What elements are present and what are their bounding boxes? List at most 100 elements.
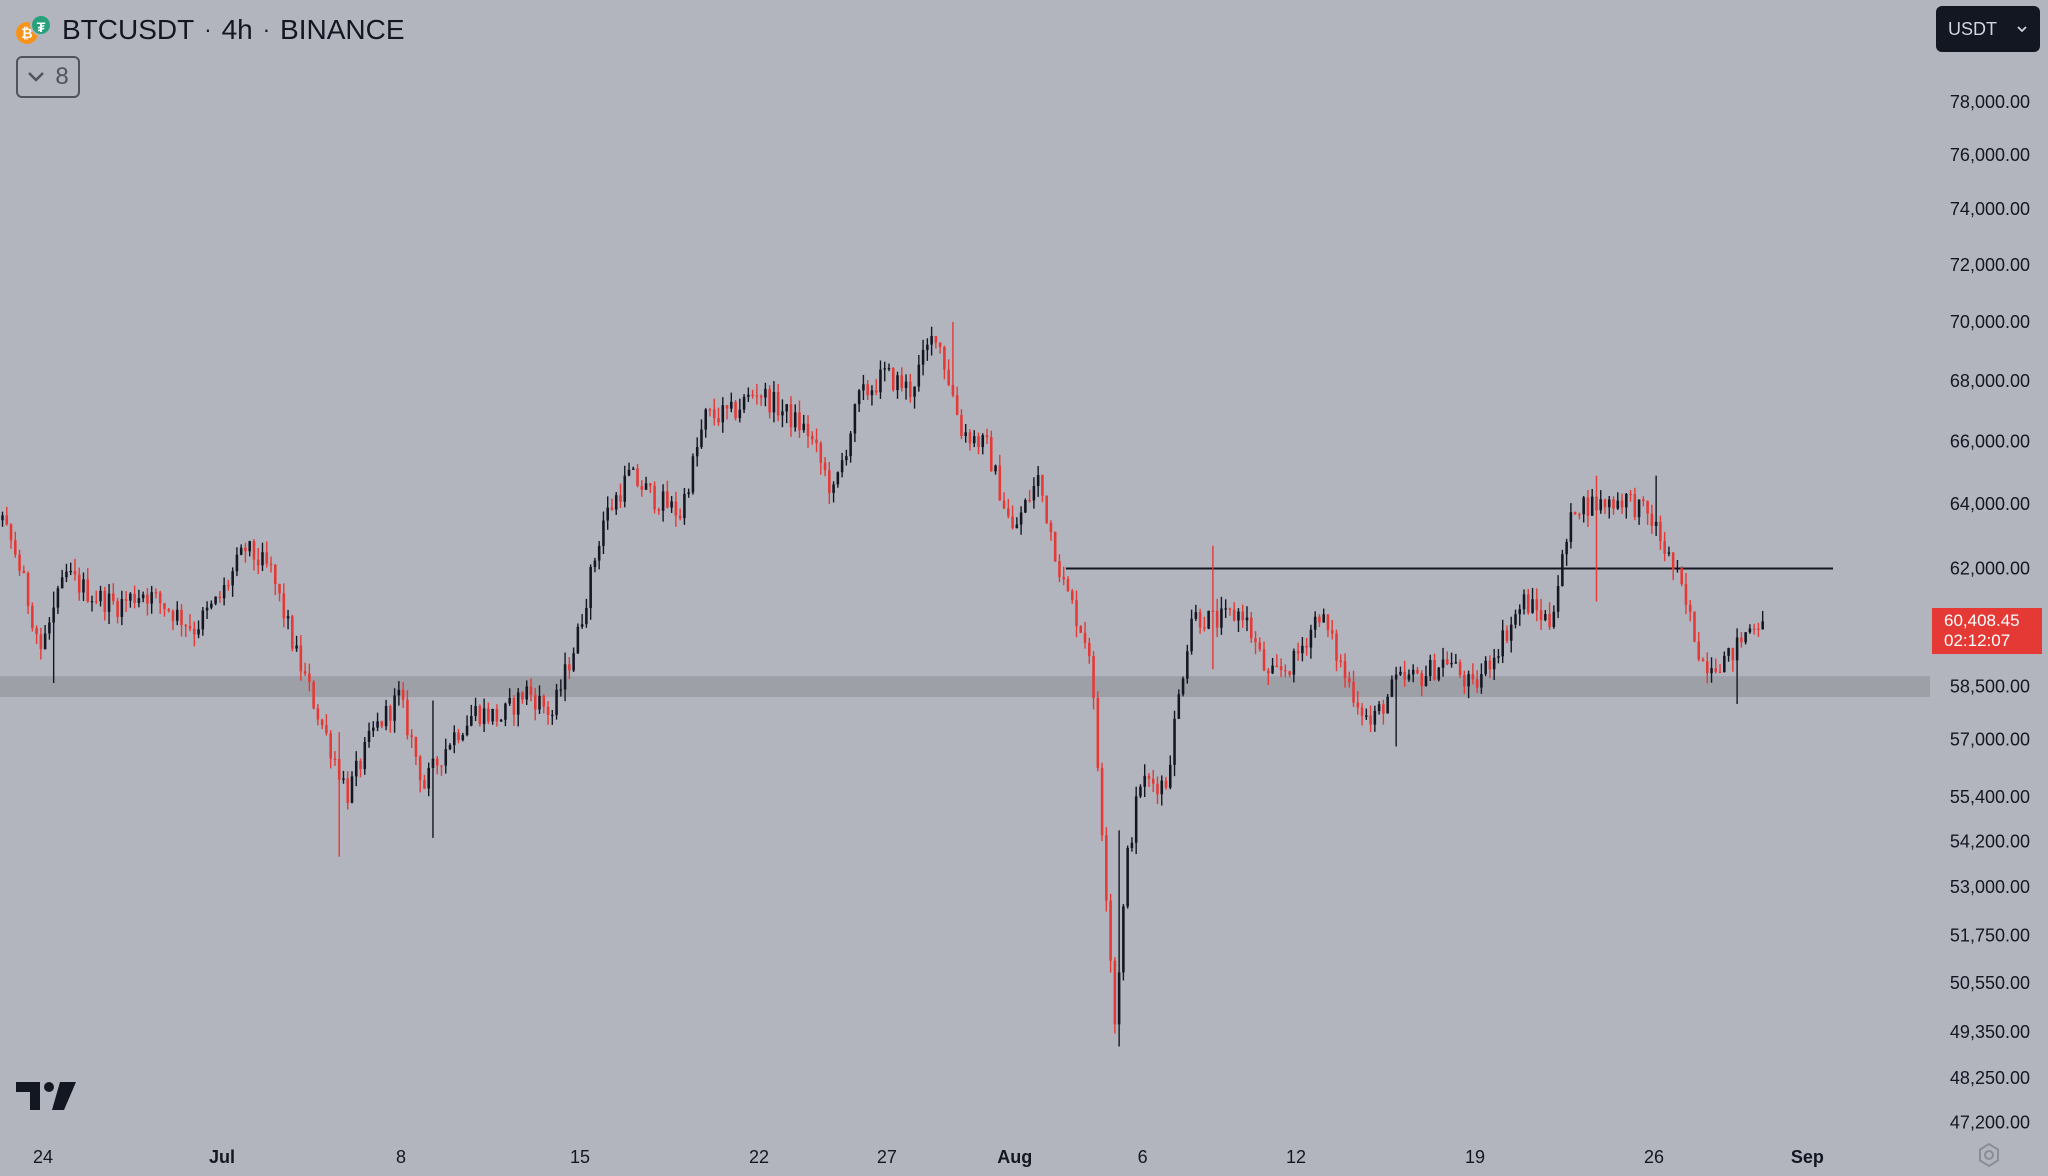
candle-body (137, 598, 141, 603)
candle-body (299, 645, 303, 672)
candle-body (1377, 704, 1381, 712)
settings-gear-icon[interactable] (1976, 1142, 2002, 1168)
candle-body (666, 491, 669, 508)
candle-body (423, 780, 426, 789)
candle-body (1595, 496, 1598, 511)
symbol-label[interactable]: BTCUSDT (62, 14, 195, 45)
candle-body (286, 616, 290, 619)
x-axis-tick-label: 8 (396, 1147, 406, 1167)
currency-selector[interactable]: USDT (1936, 6, 2040, 52)
candle-body (972, 436, 976, 444)
candle-body (482, 708, 486, 725)
symbol-header[interactable]: ₿ ₮ BTCUSDT · 4h · BINANCE (16, 10, 405, 50)
candle-body (320, 719, 324, 726)
candle-body (295, 645, 298, 649)
candle-body (1369, 715, 1372, 725)
candle-body (1548, 613, 1551, 628)
indicators-toggle-button[interactable]: 8 (16, 56, 80, 98)
candle-body (589, 567, 592, 609)
candle-body (614, 495, 618, 510)
candle-body (721, 405, 725, 423)
candle-body (1105, 835, 1108, 901)
candle-body (580, 624, 584, 627)
candle-body (457, 732, 460, 741)
candle-body (129, 593, 132, 601)
candle-body (116, 600, 119, 617)
candle-body (1053, 531, 1057, 562)
candle-body (372, 727, 375, 731)
candle-body (572, 653, 575, 671)
candle-body (1360, 707, 1364, 716)
candle-body (934, 335, 938, 343)
candle-body (1198, 612, 1202, 628)
candle-body (1343, 661, 1347, 679)
candle-body (904, 381, 908, 389)
candle-body (1552, 611, 1556, 628)
candle-body (43, 633, 47, 650)
candle-body (1147, 775, 1151, 779)
candle-body (410, 735, 413, 737)
candle-body (759, 395, 763, 398)
candle-body (1680, 568, 1683, 585)
candle-body (393, 695, 396, 721)
candle-body (845, 456, 848, 461)
candle-body (1620, 500, 1624, 508)
candle-body (201, 610, 205, 630)
tradingview-logo-icon[interactable] (16, 1080, 78, 1112)
candle-body (1288, 671, 1291, 675)
candle-body (533, 694, 537, 710)
candle-body (1365, 715, 1368, 717)
candle-body (516, 692, 520, 715)
candle-body (921, 350, 925, 365)
candle-body (197, 629, 200, 635)
candle-body (712, 409, 716, 419)
candle-body (857, 390, 861, 405)
candle-body (103, 590, 107, 612)
candle-body (495, 709, 499, 722)
candle-body (1437, 667, 1441, 680)
candle-body (674, 501, 678, 516)
y-axis-tick-label: 78,000.00 (1950, 92, 2030, 112)
candle-body (1322, 614, 1325, 623)
candle-body (244, 547, 247, 552)
candle-body (222, 585, 226, 599)
candle-body (623, 475, 627, 502)
candle-body (968, 432, 972, 444)
candle-body (1045, 495, 1048, 523)
candle-body (1220, 608, 1223, 628)
candle-body (342, 778, 345, 780)
candle-body (640, 485, 644, 490)
candle-body (836, 472, 840, 485)
interval-label[interactable]: 4h (221, 14, 253, 45)
candle-body (695, 447, 699, 457)
candle-body (77, 574, 81, 593)
candle-body (1416, 669, 1419, 674)
candle-body (418, 756, 422, 781)
candle-body (401, 689, 405, 700)
candle-body (470, 716, 473, 726)
candle-body (1024, 500, 1027, 513)
y-axis-tick-label: 68,000.00 (1950, 371, 2030, 391)
candle-body (755, 395, 759, 397)
candle-body (465, 725, 469, 736)
candle-body (576, 626, 580, 654)
candle-body (891, 368, 895, 391)
candle-body (214, 596, 217, 604)
candle-body (1475, 679, 1479, 688)
candle-body (1079, 626, 1083, 633)
candle-body (546, 706, 550, 715)
candle-body (26, 573, 30, 606)
candle-body (1505, 630, 1509, 641)
candle-body (269, 563, 273, 566)
candle-body (806, 423, 810, 437)
candle-body (1271, 665, 1274, 674)
candle-body (265, 552, 269, 564)
currency-label: USDT (1948, 18, 1997, 39)
chevron-down-icon (2017, 26, 2027, 33)
candle-body (384, 705, 388, 727)
candle-body (649, 483, 652, 486)
candle-body (1637, 499, 1641, 518)
candle-body (1190, 618, 1193, 652)
